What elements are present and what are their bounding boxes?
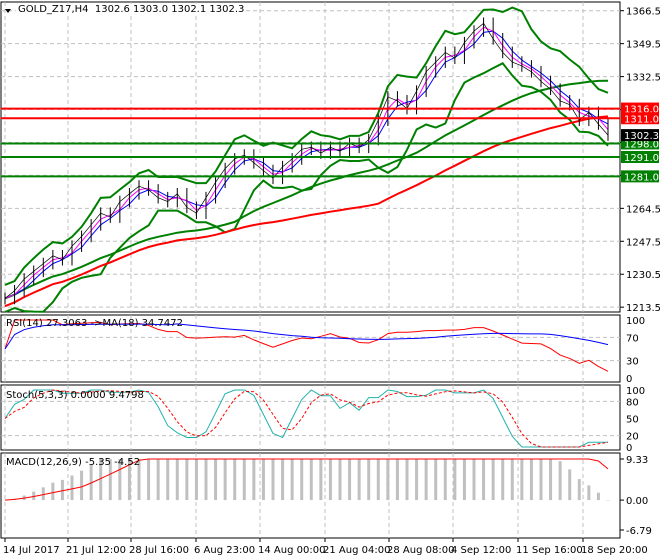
rsi-line (4, 319, 609, 372)
level-badge (621, 102, 659, 115)
rsi-tick-label: 30 (626, 357, 639, 368)
y-tick-label: 1213.5 (626, 303, 660, 314)
level-badge (621, 112, 659, 125)
ma-slow-red (4, 115, 609, 308)
x-tick-label: 28 Jul 16:00 (129, 545, 189, 556)
macd-title: MACD(12,26,9) -5.35 -4.52 (6, 457, 140, 468)
level-label: 1291.0 (624, 153, 659, 164)
rsi-tick-label: 0 (626, 374, 632, 385)
y-tick-label: 1349.5 (626, 40, 660, 51)
header-ohlc: 1302.6 1303.0 1302.1 1302.3 (94, 4, 245, 15)
level-badge (621, 170, 659, 183)
y-tick-label: 1230.5 (626, 270, 660, 281)
macd-signal-line (4, 458, 609, 501)
level-label: 1311.0 (624, 114, 659, 125)
ma-green (4, 79, 609, 300)
x-tick-label: 14 Aug 00:00 (258, 545, 325, 556)
stoch-tick-label: 100 (626, 386, 645, 397)
level-label: 1316.0 (624, 105, 659, 116)
x-tick-label: 21 Aug 04:00 (323, 545, 390, 556)
price-line (4, 22, 609, 299)
rsi-tick-label: 100 (626, 316, 645, 327)
x-tick-label: 4 Sep 12:00 (451, 545, 511, 556)
stoch-tick-label: 80 (626, 397, 639, 408)
level-label: 1281.0 (624, 172, 659, 183)
panel-st (0, 384, 621, 451)
chart-header: GOLD_Z17,H4 1302.6 1303.0 1302.1 1302.3 (16, 4, 247, 16)
stoch-tick-label: 20 (626, 432, 639, 443)
current-price-badge (621, 129, 659, 142)
level-label: 1298.0 (624, 139, 659, 150)
x-tick-label: 28 Aug 08:00 (387, 545, 454, 556)
stoch-main-line (4, 389, 608, 448)
stoch-signal-line (4, 389, 609, 448)
ma-blue (4, 30, 609, 299)
x-tick-label: 18 Sep 20:00 (581, 545, 648, 556)
rsi-ma-line (4, 323, 609, 350)
level-badge (621, 151, 659, 163)
stoch-tick-label: 50 (626, 415, 639, 426)
stoch-title: Stoch(5,3,3) 0.0000 9.4798 (6, 390, 144, 401)
ma-magenta (4, 26, 609, 299)
bollinger-upper (4, 6, 609, 286)
header-symbol: GOLD_Z17,H4 (18, 4, 89, 15)
x-tick-label: 11 Sep 16:00 (516, 545, 583, 556)
rsi-tick-label: 70 (626, 333, 639, 344)
rsi-title: RSI(14) 27.3063 ->MA(18) 34.7472 (6, 318, 183, 329)
x-tick-label: 21 Jul 12:00 (66, 545, 126, 556)
y-tick-label: 1264.5 (626, 204, 660, 215)
panel-macd (0, 452, 621, 539)
y-tick-label: 1366.5 (626, 7, 660, 18)
stoch-tick-label: 0 (626, 443, 632, 454)
x-tick-label: 6 Aug 23:00 (194, 545, 255, 556)
macd-tick-label: -6.79 (626, 526, 652, 537)
dropdown-triangle-icon (5, 9, 11, 13)
current-price-label: 1302.3 (624, 131, 659, 142)
x-tick-label: 14 Jul 2017 (3, 545, 60, 556)
panel-rsi (0, 314, 621, 383)
y-tick-label: 1247.5 (626, 237, 660, 248)
macd-tick-label: 9.33 (626, 455, 648, 466)
macd-tick-label: 0.00 (626, 496, 648, 507)
y-tick-label: 1332.5 (626, 73, 660, 84)
